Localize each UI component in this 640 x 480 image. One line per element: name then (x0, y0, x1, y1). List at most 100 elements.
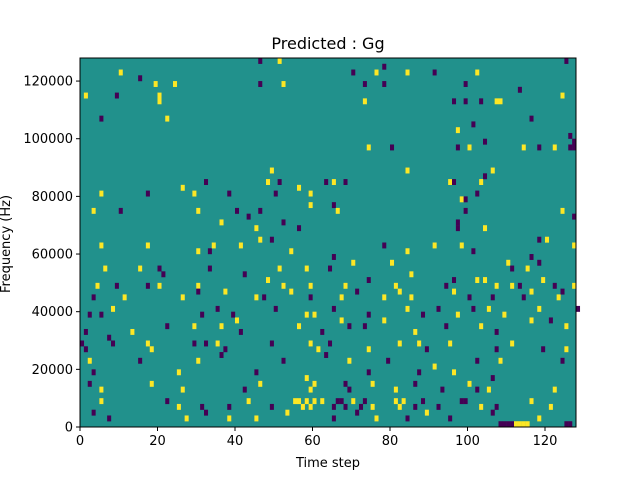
heatmap-cell (417, 340, 422, 347)
heatmap-cell (138, 265, 143, 272)
heatmap-cell (475, 277, 480, 284)
heatmap-cell (339, 317, 344, 324)
heatmap-cell (537, 144, 542, 151)
heatmap-cell (308, 294, 313, 301)
heatmap-cell (452, 98, 457, 105)
heatmap-cell (343, 282, 348, 289)
heatmap-cell (149, 346, 154, 353)
heatmap-cell (87, 357, 92, 364)
heatmap-cell (304, 375, 309, 382)
heatmap-cell (417, 369, 422, 376)
heatmap-cell (308, 340, 313, 347)
heatmap-cell (537, 259, 542, 266)
heatmap-cell (207, 248, 212, 255)
heatmap-cell (304, 265, 309, 272)
heatmap-cell (560, 207, 565, 214)
heatmap-cell (510, 340, 515, 347)
heatmap-cell (95, 282, 100, 289)
heatmap-cell (312, 311, 317, 318)
heatmap-cell (432, 242, 437, 249)
heatmap-cell (413, 403, 418, 410)
heatmap-cell (448, 340, 453, 347)
heatmap-cell (304, 311, 309, 318)
heatmap-cell (517, 86, 522, 93)
heatmap-cell (91, 207, 96, 214)
heatmap-cell (331, 403, 336, 410)
heatmap-cell (347, 323, 352, 330)
heatmap-cell (231, 311, 236, 318)
heatmap-cells (80, 58, 581, 428)
heatmap-cell (118, 207, 123, 214)
heatmap-cell (246, 213, 251, 220)
heatmap-cell (560, 357, 565, 364)
heatmap-cell (122, 294, 127, 301)
heatmap-cell (320, 328, 325, 335)
heatmap-cell (316, 346, 321, 353)
y-tick-label: 0 (65, 421, 73, 436)
heatmap-cell (517, 421, 522, 428)
heatmap-cell (529, 398, 534, 405)
heatmap-cell (173, 81, 178, 87)
heatmap-cell (483, 225, 488, 232)
heatmap-cell (192, 323, 197, 330)
plot-frame (79, 57, 577, 428)
heatmap-cell (91, 409, 96, 416)
heatmap-cell (483, 277, 488, 284)
heatmap-cell (238, 242, 243, 249)
heatmap-cell (444, 282, 449, 289)
heatmap-cell (572, 282, 577, 289)
heatmap-cell (432, 69, 437, 76)
heatmap-cell (510, 421, 515, 428)
heatmap-cell (328, 265, 333, 272)
heatmap-cell (467, 294, 472, 301)
heatmap-cell (510, 282, 515, 289)
heatmap-cell (258, 81, 263, 87)
heatmap-cell (246, 398, 251, 405)
x-tick-label: 80 (382, 434, 399, 449)
x-axis: 0 20 40 60 80 100 120 (76, 427, 558, 449)
heatmap-cell (258, 236, 263, 243)
heatmap-cell (572, 144, 577, 151)
heatmap-cell (91, 369, 96, 376)
heatmap-cell (560, 288, 565, 295)
heatmap-cell (382, 317, 387, 324)
heatmap-cell (424, 346, 429, 353)
heatmap-cell (215, 305, 220, 312)
heatmap-cell (490, 409, 495, 416)
heatmap-cell (281, 357, 286, 364)
heatmap-cell (541, 346, 546, 353)
heatmap-cell (254, 225, 259, 232)
y-tick-label: 20000 (32, 363, 73, 378)
heatmap-cell (165, 323, 170, 330)
heatmap-cell (223, 346, 228, 353)
heatmap-cell (145, 190, 150, 197)
heatmap-cell (145, 242, 150, 249)
heatmap-cell (440, 386, 445, 393)
heatmap-cell (165, 115, 170, 122)
heatmap-cell (455, 144, 460, 151)
heatmap-cell (145, 282, 150, 289)
heatmap-cell (262, 294, 267, 301)
heatmap-cell (459, 242, 464, 249)
heatmap-cell (405, 305, 410, 312)
heatmap-cell (529, 115, 534, 122)
heatmap-cell (537, 305, 542, 312)
heatmap-cell (498, 357, 503, 364)
heatmap-cell (351, 259, 356, 266)
heatmap-cell (227, 415, 232, 422)
heatmap-cell (335, 207, 340, 214)
heatmap-cell (421, 398, 426, 405)
heatmap-cell (114, 92, 119, 99)
heatmap-cell (277, 58, 282, 64)
heatmap-cell (192, 340, 197, 347)
heatmap-cell (490, 167, 495, 174)
heatmap-cell (401, 398, 406, 405)
heatmap-cell (370, 403, 375, 410)
heatmap-cell (215, 340, 220, 347)
heatmap-cell (459, 196, 464, 203)
x-tick-label: 120 (533, 434, 558, 449)
heatmap-cell (498, 421, 503, 428)
heatmap-cell (227, 403, 232, 410)
heatmap-cell (196, 248, 201, 255)
heatmap-cell (413, 380, 418, 387)
